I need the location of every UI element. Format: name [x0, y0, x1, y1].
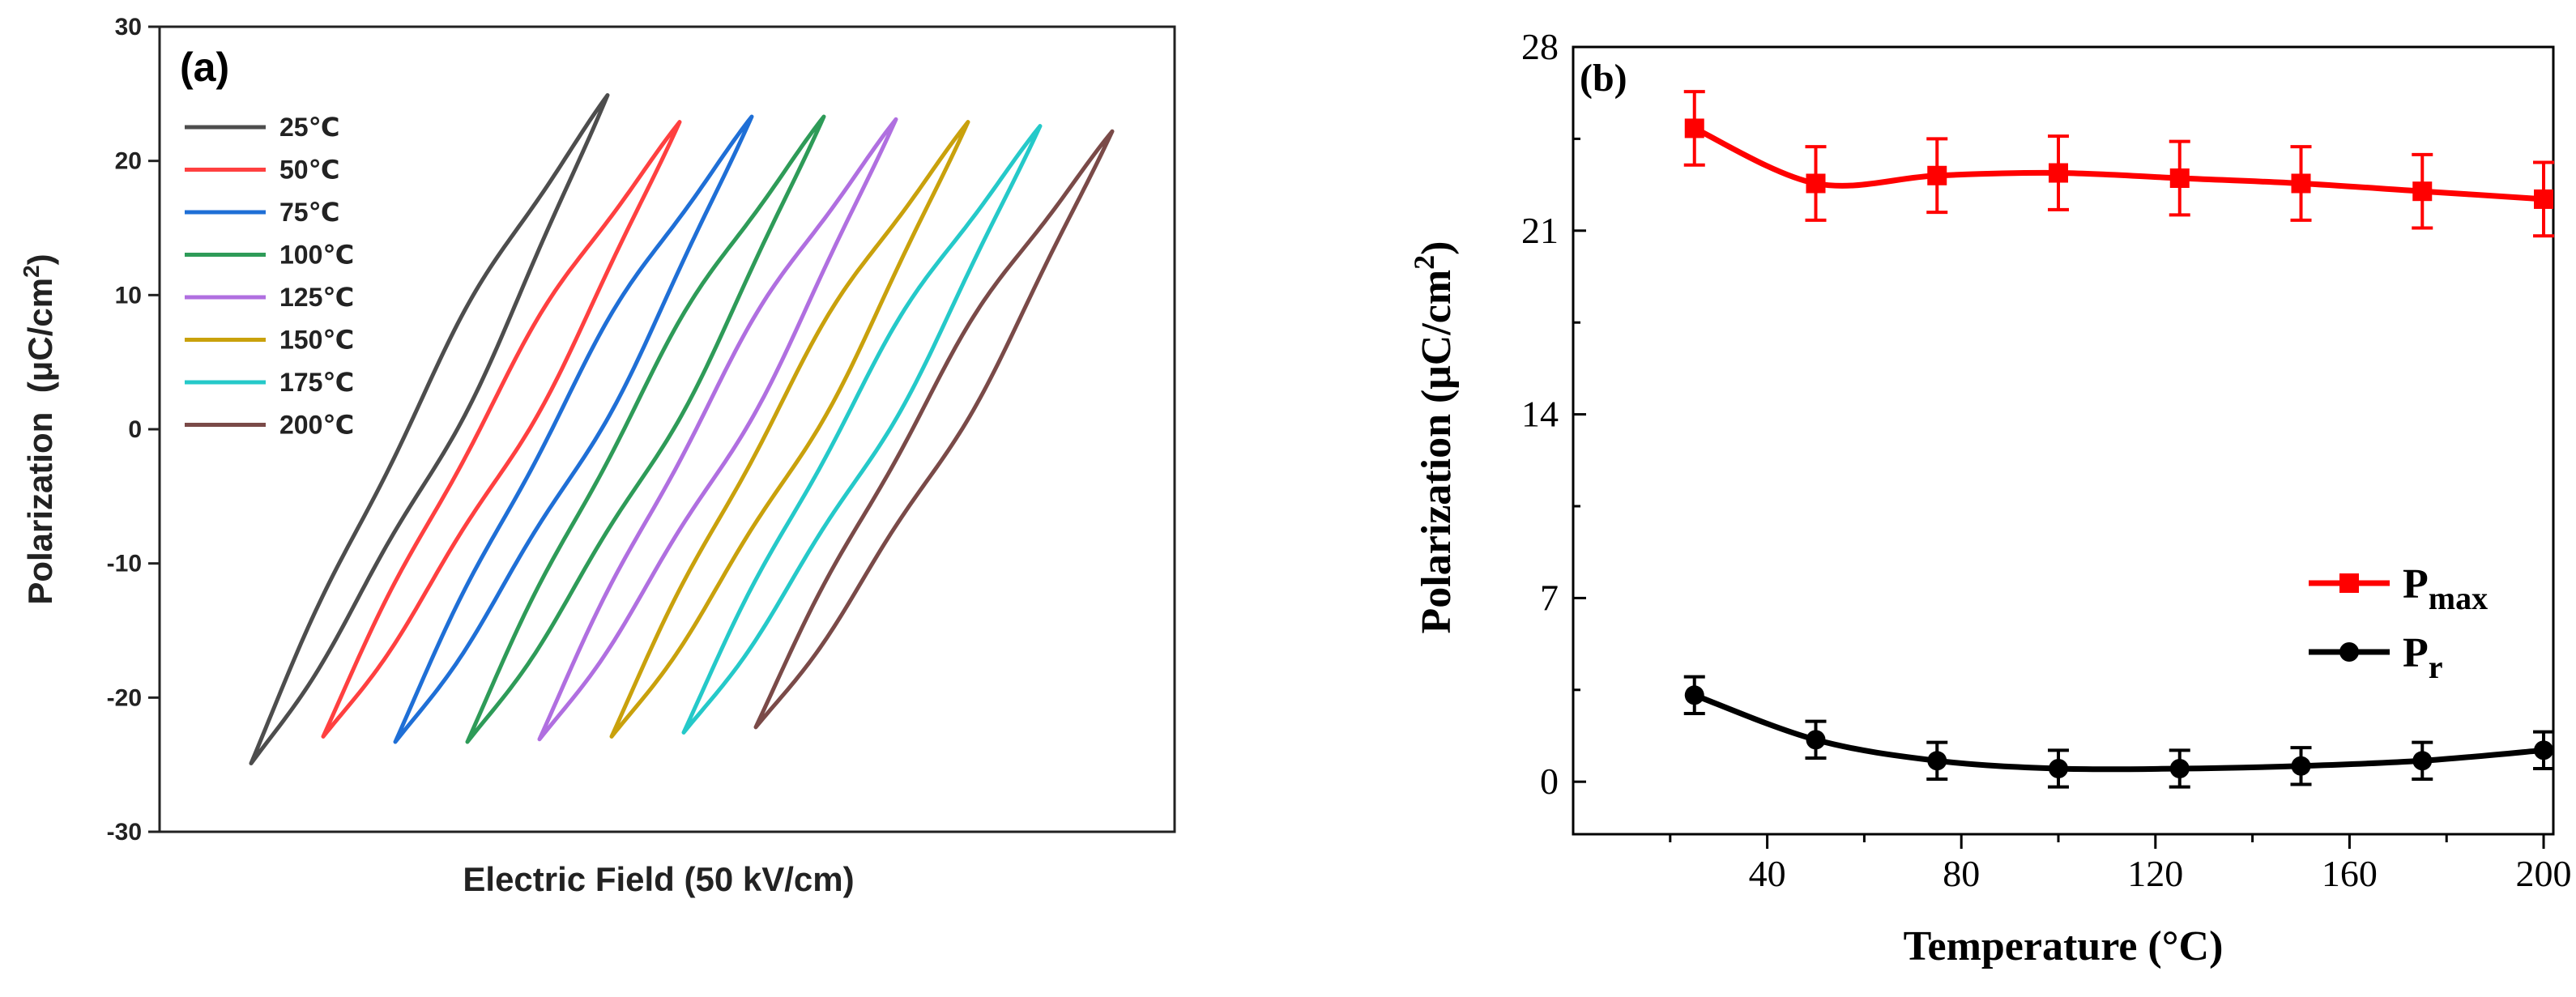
- series-line-r: [1693, 692, 2544, 773]
- loop-series-1: [321, 120, 682, 739]
- panel-b-x-tick-label: 80: [1943, 853, 1980, 894]
- marker-max: [2049, 163, 2069, 183]
- legend-label-base: P: [2403, 561, 2429, 607]
- panel-a-hysteresis-loops: (a) -30 -20 -10 0 10 20 30 25℃ 50℃ 75℃ 100℃ 125℃ 15…: [19, 14, 1176, 898]
- loop-series-3: [465, 114, 826, 744]
- panel-a-y-tick-label: -30: [107, 819, 142, 846]
- panel-b-x-tick-label: 120: [2127, 853, 2183, 894]
- panel-b-x-tick-label: 40: [1749, 853, 1786, 894]
- panel-a-y-tick-label: 10: [115, 282, 142, 309]
- marker-max: [1927, 165, 1947, 185]
- legend-label-series-7: 200℃: [279, 411, 354, 440]
- legend-marker-r: [2339, 642, 2359, 662]
- marker-r: [2291, 756, 2311, 776]
- panel-a-y-tick-label: -20: [107, 684, 142, 711]
- panel-a-x-axis-label: Electric Field (50 kV/cm): [463, 860, 854, 898]
- panel-b-axes: 0 7 14 21 28 40 80 120 160 200: [1521, 26, 2572, 894]
- panel-b-x-tick-label: 160: [2322, 853, 2378, 894]
- legend-label-subscript: r: [2429, 649, 2443, 685]
- panel-b-x-tick-label: 200: [2516, 853, 2572, 894]
- panel-a-legend: 25℃ 50℃ 75℃ 100℃ 125℃ 150℃ 175℃ 200℃: [185, 113, 354, 440]
- legend-marker-max: [2339, 573, 2359, 593]
- legend-label-series-5: 150℃: [279, 326, 354, 355]
- loop-series-0: [249, 93, 610, 765]
- marker-r: [2412, 751, 2433, 771]
- loop-series-7: [753, 129, 1115, 730]
- panel-b-y-tick-label: 0: [1540, 761, 1559, 802]
- marker-r: [2169, 759, 2190, 778]
- legend-label-series-2: 75℃: [279, 198, 339, 227]
- series-line-max: [1693, 126, 2544, 202]
- panel-b-x-axis-label: Temperature (°C): [1904, 923, 2224, 969]
- panel-a-y-tick-label: -10: [107, 551, 142, 577]
- panel-b-y-tick-label: 14: [1521, 394, 1559, 435]
- marker-max: [2291, 173, 2311, 194]
- panel-a-loops: [249, 93, 1115, 765]
- panel-b-y-axis-label-sup: 2: [1408, 255, 1440, 270]
- panel-a-y-axis-label: Polarization (μC/cm2): [19, 254, 59, 604]
- marker-r: [1927, 751, 1947, 771]
- panel-b-series: [1683, 90, 2555, 789]
- panel-b-label: (b): [1580, 57, 1627, 100]
- marker-max: [2534, 189, 2554, 209]
- marker-max: [2169, 168, 2190, 188]
- marker-r: [2049, 759, 2069, 778]
- panel-b-y-tick-label: 21: [1521, 210, 1559, 251]
- loop-series-5: [609, 120, 970, 739]
- panel-a-y-tick-label: 20: [115, 148, 142, 175]
- loop-series-6: [681, 124, 1043, 735]
- marker-max: [1684, 118, 1704, 138]
- marker-r: [1806, 730, 1826, 750]
- marker-r: [1684, 685, 1704, 705]
- panel-a-y-axis-label-main: Polarization (μC/cm: [21, 278, 59, 605]
- legend-label-series-3: 100℃: [279, 241, 354, 270]
- panel-a-y-tick-label: 30: [115, 14, 142, 40]
- legend-label-series-1: 50℃: [279, 156, 339, 185]
- panel-a-y-axis-label-sup: 2: [19, 265, 44, 278]
- panel-b-y-tick-label: 28: [1521, 26, 1559, 67]
- panel-b-y-axis-label-main: Polarization (μC/cm: [1414, 270, 1460, 634]
- panel-a-y-axis: -30 -20 -10 0 10 20 30: [107, 14, 160, 846]
- panel-b-plot-frame: [1572, 45, 2555, 836]
- panel-a-y-tick-label: 0: [128, 416, 142, 443]
- legend-label-series-4: 125℃: [279, 283, 354, 312]
- marker-max: [2412, 181, 2433, 202]
- panel-b-y-axis-label-end: ): [1414, 241, 1460, 254]
- panel-b-y-axis-label: Polarization (μC/cm2): [1408, 241, 1460, 633]
- panel-a-label: (a): [180, 45, 229, 90]
- legend-label-base: P: [2403, 630, 2429, 676]
- loop-series-2: [393, 114, 754, 744]
- panel-a-y-axis-label-end: ): [21, 254, 59, 265]
- legend-label-series-0: 25℃: [279, 113, 339, 142]
- legend-label-subscript: max: [2429, 580, 2488, 616]
- marker-max: [1806, 173, 1826, 194]
- legend-label-series-6: 175℃: [279, 368, 354, 397]
- legend-label-max: Pmax: [2403, 561, 2488, 616]
- marker-r: [2534, 740, 2554, 761]
- legend-label-r: Pr: [2403, 630, 2443, 685]
- loop-series-4: [537, 117, 898, 742]
- panel-b-y-tick-label: 7: [1540, 577, 1559, 618]
